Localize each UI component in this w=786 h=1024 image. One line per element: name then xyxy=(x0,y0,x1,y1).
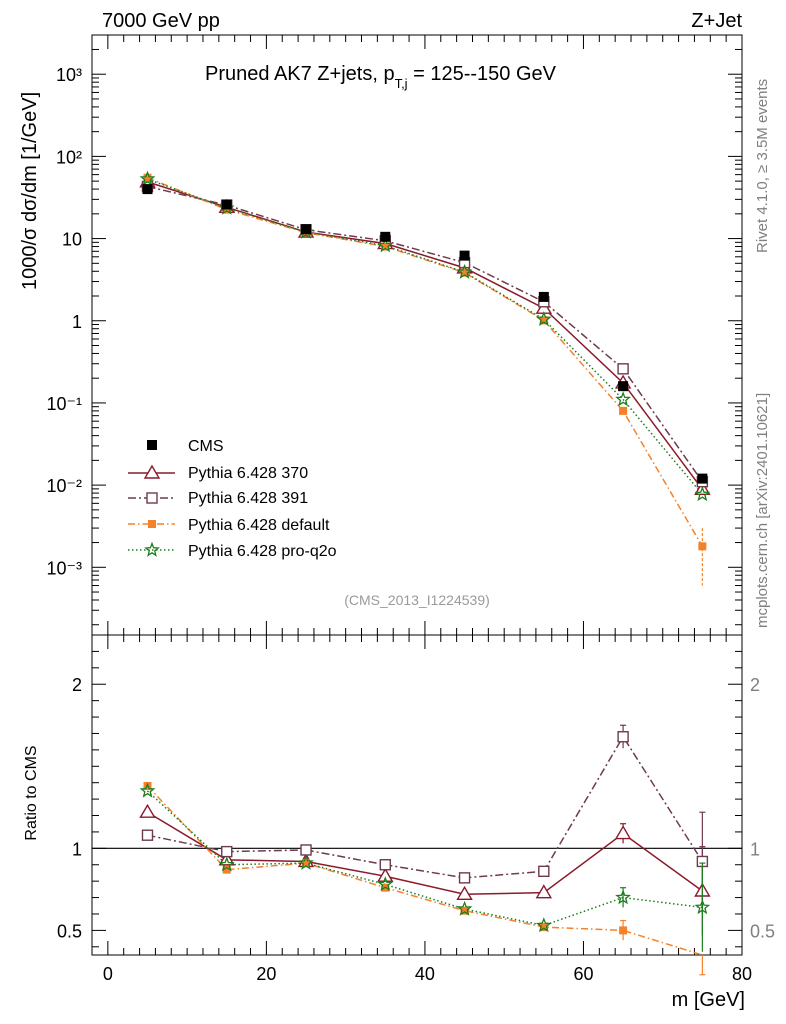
cms-data-point xyxy=(142,184,153,195)
legend-label-391: Pythia 6.428 391 xyxy=(188,490,308,507)
ratio-line-391 xyxy=(147,735,703,879)
ratio-point-pro-q2o xyxy=(535,917,552,933)
x-tick-label: 80 xyxy=(732,964,752,984)
x-tick-label: 60 xyxy=(573,964,593,984)
x-tick-label: 40 xyxy=(415,964,435,984)
ratio-point-370 xyxy=(535,884,553,899)
process-label: Z+Jet xyxy=(691,10,742,32)
point-pro-q2o xyxy=(456,263,473,279)
ratio-tick-label-right: 2 xyxy=(750,675,760,695)
ratio-point-pro-q2o xyxy=(615,889,632,905)
y-tick-label: 10³ xyxy=(56,65,82,85)
point-pro-q2o xyxy=(377,237,394,253)
ratio-point-default xyxy=(460,906,469,915)
ratio-point-default xyxy=(619,926,628,935)
point-pro-q2o xyxy=(139,170,156,186)
axis-ticks: 0 20 40 60 80 10⁻³ 10⁻² 10⁻¹ 1 10 10² 10³ 0.5 0.5 1 1 2 2 xyxy=(46,34,775,984)
cms-data-point xyxy=(380,231,391,242)
ratio-point-391 xyxy=(300,844,312,856)
ratio-tick-label-right: 1 xyxy=(750,839,760,859)
point-default xyxy=(143,173,152,182)
legend-marker-391 xyxy=(146,492,158,504)
cms-data-point xyxy=(538,291,549,302)
legend: CMS Pythia 6.428 370 Pythia 6.428 391 Py… xyxy=(147,438,337,560)
cms-data-point xyxy=(697,473,708,484)
cms-data-point xyxy=(618,381,629,392)
ratio-tick-label: 0.5 xyxy=(57,921,82,941)
x-tick-label: 0 xyxy=(103,964,113,984)
y-tick-label: 10 xyxy=(62,230,82,250)
ratio-point-391 xyxy=(141,829,154,841)
ratio-tick-label-right: 0.5 xyxy=(750,921,775,941)
y-axis-label: 1000/σ dσ/dm [1/GeV] xyxy=(19,92,41,290)
point-pro-q2o xyxy=(535,311,552,327)
series-line-pro-q2o xyxy=(147,178,703,495)
ratio-point-391 xyxy=(538,865,550,878)
point-default xyxy=(460,268,469,277)
legend-data-label: CMS xyxy=(188,438,224,455)
mcplots-label: mcplots.cern.ch [arXiv:2401.10621] xyxy=(754,393,771,628)
series-lines xyxy=(146,177,704,956)
ratio-point-391 xyxy=(221,845,233,858)
ratio-point-default xyxy=(539,923,548,932)
ratio-point-370 xyxy=(377,867,394,882)
legend-label-default: Pythia 6.428 default xyxy=(188,517,330,534)
y-tick-label: 10⁻¹ xyxy=(46,394,82,414)
x-tick-label: 20 xyxy=(256,964,276,984)
ratio-point-pro-q2o xyxy=(139,782,156,798)
cms-data-point xyxy=(221,199,232,210)
legend-marker-370 xyxy=(143,464,161,479)
ratio-line-pro-q2o xyxy=(146,790,703,927)
cms-data-point xyxy=(459,250,470,261)
ratio-point-pro-q2o xyxy=(218,856,235,872)
cms-data-point xyxy=(301,224,312,235)
ratio-point-391 xyxy=(458,872,471,884)
ratio-point-pro-q2o xyxy=(298,854,314,870)
series-markers xyxy=(128,170,711,976)
plot-title: Pruned AK7 Z+jets, pT,j = 125--150 GeV xyxy=(205,63,557,91)
point-default xyxy=(619,406,628,415)
x-axis-label: m [GeV] xyxy=(672,989,745,1011)
point-default xyxy=(698,542,707,551)
rivet-label: Rivet 4.1.0, ≥ 3.5M events xyxy=(754,79,771,253)
point-pro-q2o xyxy=(615,391,632,407)
point-default xyxy=(222,205,231,214)
ratio-point-370 xyxy=(139,803,156,818)
legend-marker-default xyxy=(148,520,156,528)
point-default xyxy=(539,316,548,325)
ratio-point-pro-q2o xyxy=(456,900,473,916)
point-pro-q2o xyxy=(694,486,711,502)
analysis-id: (CMS_2013_I1224539) xyxy=(344,592,490,608)
legend-data-marker xyxy=(147,440,157,450)
ratio-point-pro-q2o xyxy=(694,899,711,915)
ratio-tick-label: 1 xyxy=(72,839,82,859)
series-line-391 xyxy=(147,185,703,483)
point-391 xyxy=(617,363,629,375)
ratio-line-default xyxy=(146,785,703,956)
ratio-axis-label: Ratio to CMS xyxy=(23,745,40,840)
y-tick-label: 1 xyxy=(72,312,82,332)
energy-label: 7000 GeV pp xyxy=(102,10,220,32)
ratio-point-370 xyxy=(456,885,473,900)
ratio-point-default xyxy=(222,865,231,874)
point-default xyxy=(381,242,390,251)
ratio-point-391 xyxy=(379,859,391,871)
ratio-point-pro-q2o xyxy=(377,876,394,892)
legend-label-370: Pythia 6.428 370 xyxy=(188,465,308,482)
ratio-point-370 xyxy=(614,825,632,840)
ratio-line-370 xyxy=(147,811,703,896)
series-line-default xyxy=(147,177,704,547)
y-tick-label: 10² xyxy=(56,147,82,167)
legend-label-pro-q2o: Pythia 6.428 pro-q2o xyxy=(188,543,337,560)
y-tick-label: 10⁻³ xyxy=(46,558,82,578)
ratio-point-391 xyxy=(617,731,629,743)
series-line-370 xyxy=(147,181,703,490)
ratio-plot-frame xyxy=(91,634,743,956)
ratio-point-default xyxy=(302,859,311,868)
legend-marker-pro-q2o xyxy=(144,541,160,557)
y-tick-label: 10⁻² xyxy=(46,476,82,496)
ratio-tick-label: 2 xyxy=(72,675,82,695)
